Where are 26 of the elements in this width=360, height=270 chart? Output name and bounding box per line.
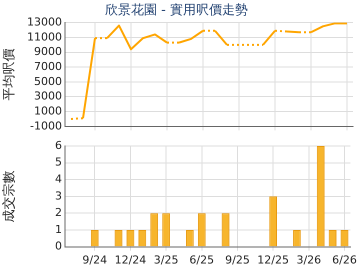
y-tick-label: 3000 [34,90,62,103]
y-axis-title: 成交宗數 [1,170,18,222]
x-tick-label: 9/24 [82,253,108,266]
x-tick-label: 12/25 [257,253,289,266]
x-tick-label: 6/25 [189,253,214,266]
y-tick-label: -1000 [30,119,62,132]
y-tick-label: 2 [55,206,62,220]
y-tick-label: 7000 [34,60,62,73]
y-tick-label: 11000 [27,30,62,44]
y-tick-label: 5 [55,156,62,169]
y-tick-label: 1 [55,222,62,236]
x-tick-label: 3/25 [154,253,178,266]
x-tick-label: 12/24 [114,253,146,266]
y-tick-label: 6 [55,138,62,152]
y-tick-label: 4 [55,172,62,186]
y-axis-title: 平均呎價 [2,48,18,100]
y-tick-label: 9000 [34,45,62,58]
x-tick-label: 9/25 [225,253,250,266]
y-tick-label: 1000 [34,104,62,118]
y-tick-label: 13000 [27,15,62,28]
y-tick-label: 0 [55,240,62,253]
chart-title: 欣景花園 - 實用呎價走勢 [105,3,248,18]
x-tick-label: 3/26 [296,253,322,266]
y-tick-label: 5000 [34,74,62,88]
x-tick-label: 6/26 [332,253,357,266]
y-tick-label: 3 [55,189,62,202]
